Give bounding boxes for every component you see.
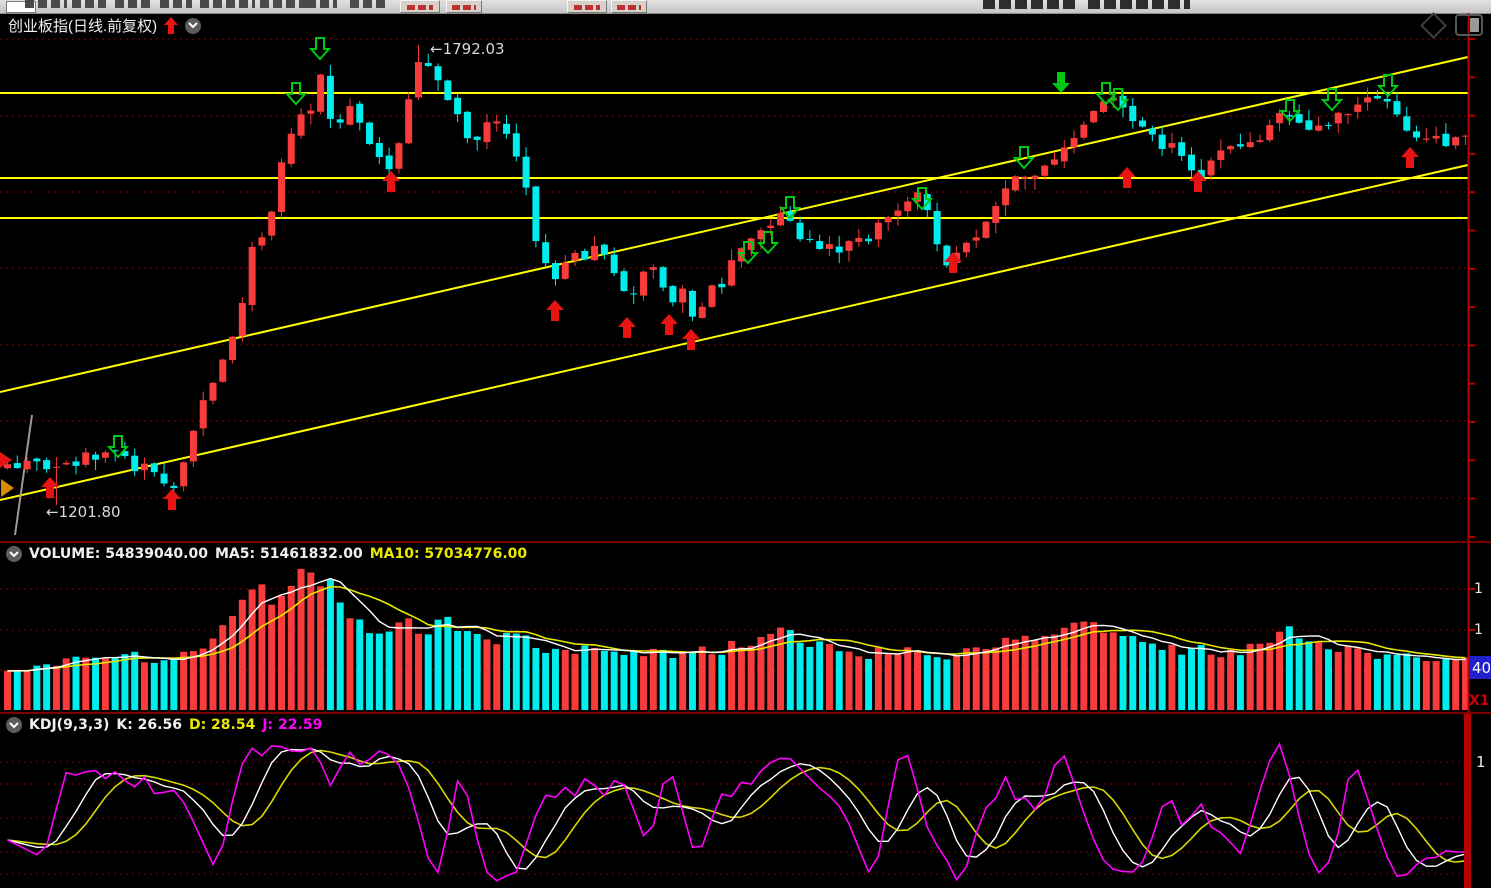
menu-item-stub[interactable] xyxy=(200,0,255,8)
buy-arrow-icon xyxy=(163,489,181,510)
high-price-label: ←1792.03 xyxy=(430,40,505,58)
chart-title: 创业板指(日线.前复权) xyxy=(8,18,158,35)
buy-arrow-icon xyxy=(1401,147,1419,168)
main-chart-header: 创业板指(日线.前复权) xyxy=(8,15,202,36)
buy-arrow-icon xyxy=(1189,171,1207,192)
buy-arrow-icon xyxy=(660,314,678,335)
sell-arrow-hollow-icon xyxy=(736,241,760,265)
sell-arrow-hollow-icon xyxy=(1376,74,1400,98)
kdj-header: KDJ(9,3,3) K: 26.56 D: 28.54 J: 22.59 xyxy=(6,717,322,733)
kdj-axis-bar xyxy=(1464,714,1471,888)
volume-ma10-text: MA10: 57034776.00 xyxy=(369,546,528,562)
collapse-kdj-pane-icon[interactable] xyxy=(6,717,22,733)
sell-arrow-hollow-icon xyxy=(910,187,934,211)
buy-arrow-icon xyxy=(41,477,59,498)
toolbar-button[interactable] xyxy=(611,0,647,13)
buy-arrow-icon xyxy=(382,171,400,192)
volume-multiplier-label: X1 xyxy=(1469,693,1490,709)
gray-drawn-line xyxy=(14,414,33,536)
volume-current-value-badge: 40 xyxy=(1469,656,1491,679)
buy-arrow-icon xyxy=(618,317,636,338)
menu-item-stub[interactable] xyxy=(350,0,386,8)
menu-item-stub[interactable] xyxy=(260,0,308,8)
volume-chart-canvas[interactable] xyxy=(0,543,1491,712)
toolbar-button[interactable] xyxy=(567,0,607,13)
pane-divider[interactable] xyxy=(0,712,1491,714)
volume-ma5-text: MA5: 51461832.00 xyxy=(214,546,363,562)
kdj-d-text: D: 28.54 xyxy=(188,717,256,733)
toolbar-button[interactable] xyxy=(400,0,440,13)
volume-value-text: VOLUME: 54839040.00 xyxy=(29,546,208,562)
candles-group xyxy=(4,45,1469,505)
panel-layout-icon[interactable] xyxy=(1455,14,1483,36)
trend-up-arrow-icon xyxy=(164,17,179,34)
menu-item-stub[interactable] xyxy=(307,0,337,8)
sell-arrow-hollow-icon xyxy=(106,435,130,459)
buy-arrow-icon xyxy=(546,300,564,321)
pane-divider[interactable] xyxy=(0,541,1491,543)
menu-item-stub[interactable] xyxy=(25,0,67,8)
kdj-k-text: K: 26.56 xyxy=(116,717,182,733)
buy-arrow-icon xyxy=(944,252,962,273)
low-price-label: ←1201.80 xyxy=(46,503,121,521)
sell-arrow-hollow-icon xyxy=(284,82,308,106)
sell-arrow-hollow-icon xyxy=(1106,88,1130,112)
volume-bars-group xyxy=(4,568,1469,710)
sell-arrow-hollow-icon xyxy=(1320,88,1344,112)
sell-arrow-icon xyxy=(1052,72,1070,93)
candlestick-chart-canvas[interactable] xyxy=(0,13,1491,541)
kdj-axis-label: 1 xyxy=(1476,753,1486,771)
sell-arrow-hollow-icon xyxy=(756,231,780,255)
menubar-title-stub xyxy=(983,0,1078,9)
kdj-chart-canvas[interactable] xyxy=(0,714,1491,888)
top-menubar[interactable] xyxy=(0,0,1491,14)
collapse-volume-pane-icon[interactable] xyxy=(6,546,22,562)
kdj-title-text: KDJ(9,3,3) xyxy=(29,717,110,733)
menu-item-stub[interactable] xyxy=(160,0,192,8)
collapse-main-pane-icon[interactable] xyxy=(185,17,202,34)
sell-arrow-hollow-icon xyxy=(1278,99,1302,123)
left-edge-red-marker xyxy=(0,452,12,468)
volume-axis-label: 1 xyxy=(1474,581,1483,597)
left-edge-yellow-triangle xyxy=(1,479,14,497)
diamond-icon[interactable] xyxy=(1420,11,1447,39)
sell-arrow-hollow-icon xyxy=(778,196,802,220)
sell-arrow-hollow-icon xyxy=(1012,146,1036,170)
kdj-j-text: J: 22.59 xyxy=(262,717,323,733)
pane-corner-controls xyxy=(1420,11,1483,39)
buy-arrow-icon xyxy=(1118,167,1136,188)
menu-item-stub[interactable] xyxy=(115,0,151,8)
menu-item-stub[interactable] xyxy=(72,0,106,8)
volume-header: VOLUME: 54839040.00 MA5: 51461832.00 MA1… xyxy=(6,546,527,562)
sell-arrow-hollow-icon xyxy=(308,37,332,61)
signal-arrows-group xyxy=(41,37,1419,510)
buy-arrow-icon xyxy=(682,329,700,350)
toolbar-button[interactable] xyxy=(446,0,482,13)
volume-axis-label: 1 xyxy=(1474,622,1483,638)
menubar-title-stub xyxy=(1088,0,1190,9)
